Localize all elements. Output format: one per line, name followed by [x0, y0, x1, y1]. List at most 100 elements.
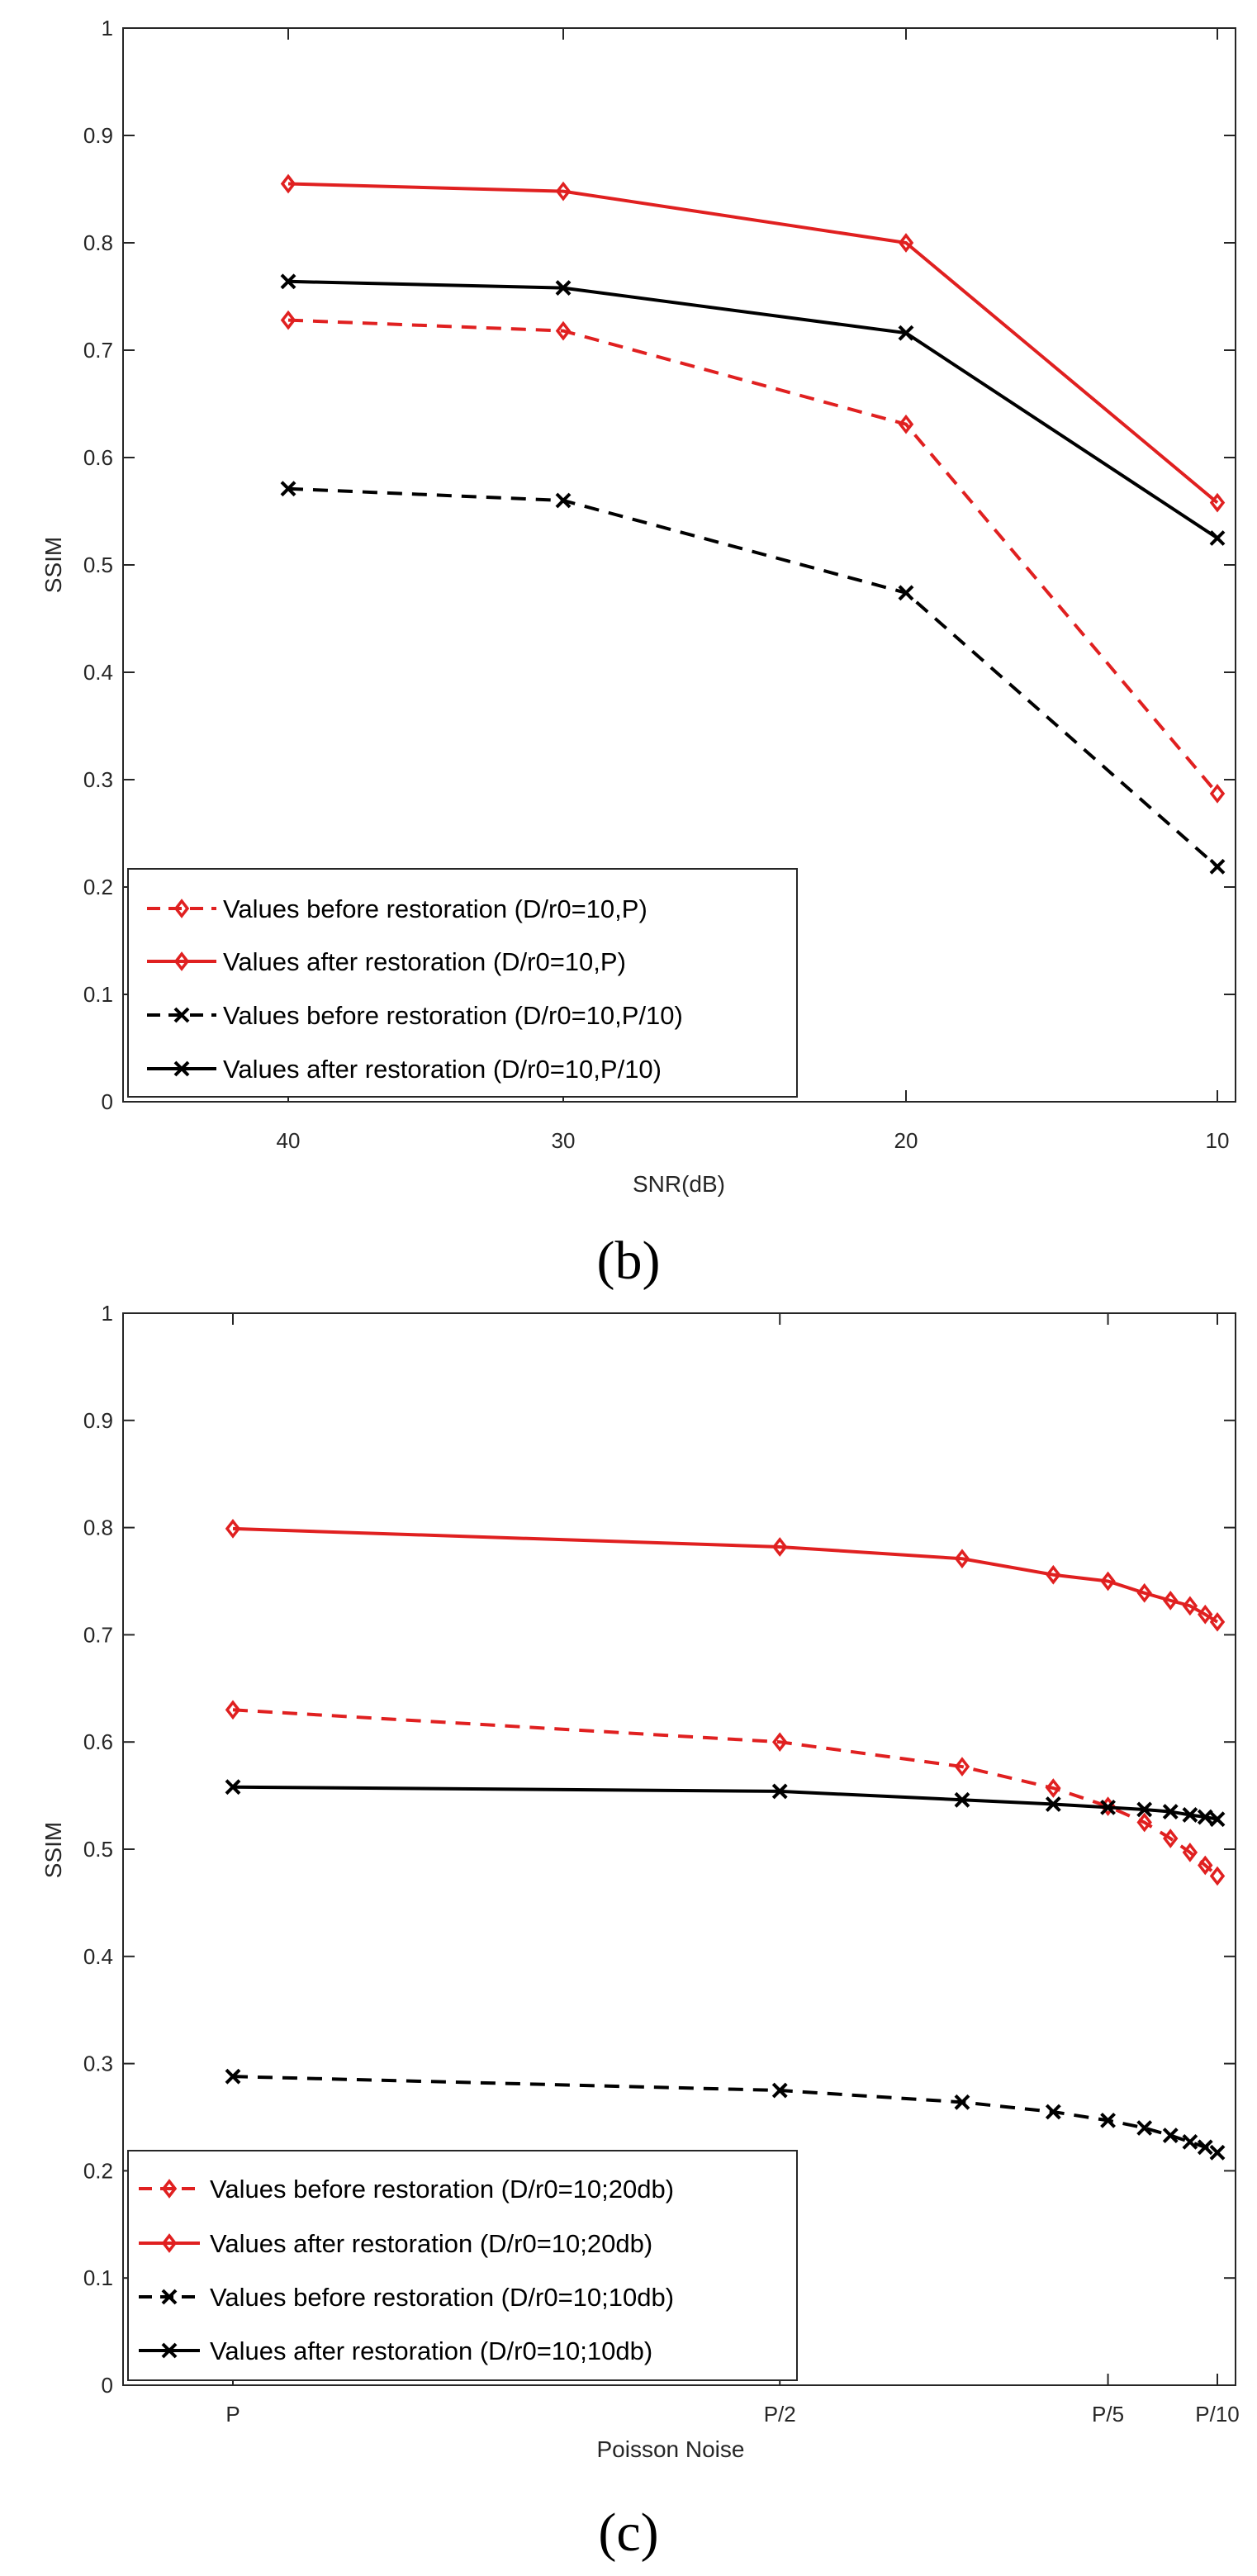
- legend-label: Values before restoration (D/r0=10;20db): [210, 2175, 674, 2204]
- data-point: [1136, 1582, 1152, 1603]
- x-axis-c: P P/2 P/5 P/10: [225, 1313, 1240, 2427]
- y-tick-label: 0.9: [83, 1408, 113, 1433]
- y-tick-label: 0.2: [83, 875, 113, 899]
- series-line: [287, 279, 1219, 540]
- y-axis-c: 0 0.1 0.2 0.3 0.4 0.5 0.6 0.7 0.8 0.9 1: [83, 1301, 1236, 2398]
- y-tick-label: 0: [102, 1089, 113, 1114]
- series-1: [225, 1700, 1226, 1886]
- legend-marker: [161, 2342, 178, 2359]
- data-point: [898, 325, 914, 341]
- x-tick-label: P/10: [1195, 2402, 1240, 2427]
- x-tick-label: 40: [277, 1128, 301, 1153]
- y-tick-label: 1: [102, 16, 113, 40]
- legend-c: Values before restoration (D/r0=10;20db)…: [127, 2150, 798, 2381]
- data-point: [1136, 1812, 1152, 1833]
- y-tick-label: 0.3: [83, 767, 113, 792]
- series-2: [280, 173, 1226, 513]
- y-tick-label: 0.5: [83, 1837, 113, 1862]
- data-point: [1198, 1604, 1213, 1625]
- data-point: [1198, 1855, 1213, 1876]
- y-tick-label: 0: [102, 2373, 113, 2398]
- data-point: [1163, 1591, 1179, 1611]
- data-point: [1209, 2144, 1226, 2161]
- data-point: [1136, 1801, 1153, 1818]
- data-point: [954, 1757, 970, 1777]
- data-point: [1045, 1796, 1061, 1812]
- data-point: [1209, 1811, 1226, 1828]
- data-point: [771, 2082, 788, 2099]
- data-point: [771, 1783, 788, 1800]
- legend-label: Values after restoration (D/r0=10,P): [223, 947, 626, 976]
- series-4: [280, 273, 1226, 546]
- series-4: [225, 1779, 1226, 1828]
- data-point: [954, 1549, 970, 1569]
- series-line: [232, 1526, 1219, 1624]
- data-point: [1046, 1778, 1061, 1798]
- series-3: [225, 2068, 1226, 2161]
- x-axis-label-c: Poisson Noise: [597, 2436, 745, 2462]
- series-group-b: [280, 173, 1226, 875]
- legend-marker: [173, 1007, 190, 1023]
- chart-b: 0 0.1 0.2 0.3 0.4 0.5 0.6 0.7 0.8 0.9 1 40 30 20 10 S…: [40, 16, 1236, 1291]
- caption-b: (b): [597, 1231, 661, 1291]
- y-tick-label: 0.6: [83, 1729, 113, 1754]
- x-tick-label: 20: [894, 1128, 918, 1153]
- y-tick-label: 0.7: [83, 338, 113, 363]
- series-line: [232, 1708, 1219, 1877]
- legend-label: Values before restoration (D/r0=10;10db): [210, 2283, 674, 2312]
- legend-label: Values before restoration (D/r0=10,P): [223, 894, 647, 923]
- series-line: [232, 2075, 1218, 2155]
- data-point: [1209, 530, 1226, 546]
- legend-box-b: [127, 868, 798, 1098]
- y-tick-label: 0.9: [83, 123, 113, 148]
- series-1: [280, 310, 1226, 804]
- data-point: [1182, 2133, 1198, 2150]
- data-point: [1209, 1866, 1226, 1886]
- legend-marker: [161, 2233, 178, 2253]
- x-tick-label: P/2: [764, 2402, 796, 2427]
- legend-marker: [161, 2289, 178, 2305]
- data-point: [555, 181, 572, 202]
- data-point: [1209, 492, 1226, 513]
- data-point: [1197, 1809, 1213, 1825]
- x-tick-label: P/5: [1092, 2402, 1124, 2427]
- x-axis-label-b: SNR(dB): [633, 1171, 725, 1197]
- y-axis-label-b: SSIM: [40, 537, 66, 593]
- x-tick-label: 10: [1206, 1128, 1230, 1153]
- data-point: [1100, 2112, 1116, 2128]
- data-point: [280, 310, 296, 330]
- data-point: [1162, 1804, 1179, 1819]
- data-point: [1045, 2104, 1061, 2120]
- y-tick-label: 1: [102, 1301, 113, 1326]
- data-point: [555, 492, 572, 509]
- data-point: [1182, 1596, 1198, 1616]
- data-point: [1100, 1799, 1116, 1815]
- data-point: [772, 1732, 788, 1753]
- data-point: [225, 2068, 241, 2085]
- y-tick-label: 0.8: [83, 1516, 113, 1540]
- series-line: [287, 182, 1219, 505]
- y-tick-label: 0.1: [83, 2265, 113, 2290]
- data-point: [555, 320, 572, 341]
- legend-label: Values after restoration (D/r0=10,P/10): [223, 1055, 662, 1084]
- y-tick-label: 0.5: [83, 553, 113, 577]
- data-point: [1136, 2120, 1153, 2136]
- y-tick-label: 0.4: [83, 1944, 113, 1969]
- chart-c: 0 0.1 0.2 0.3 0.4 0.5 0.6 0.7 0.8 0.9 1 P P/2 P/5 P/1…: [40, 1301, 1240, 2563]
- data-point: [1209, 1611, 1226, 1632]
- data-point: [1182, 1807, 1198, 1823]
- data-point: [1046, 1564, 1061, 1585]
- data-point: [225, 1700, 241, 1720]
- data-point: [280, 173, 296, 194]
- legend-label: Values after restoration (D/r0=10;10db): [210, 2336, 652, 2365]
- legend-b: Values before restoration (D/r0=10,P) Val…: [127, 868, 798, 1098]
- data-point: [280, 273, 296, 290]
- series-3: [280, 481, 1226, 875]
- y-tick-label: 0.7: [83, 1622, 113, 1647]
- y-tick-label: 0.2: [83, 2158, 113, 2183]
- data-point: [555, 280, 572, 297]
- series-line: [287, 318, 1219, 795]
- data-point: [1197, 2139, 1213, 2156]
- data-point: [954, 1791, 970, 1808]
- data-point: [1209, 858, 1226, 875]
